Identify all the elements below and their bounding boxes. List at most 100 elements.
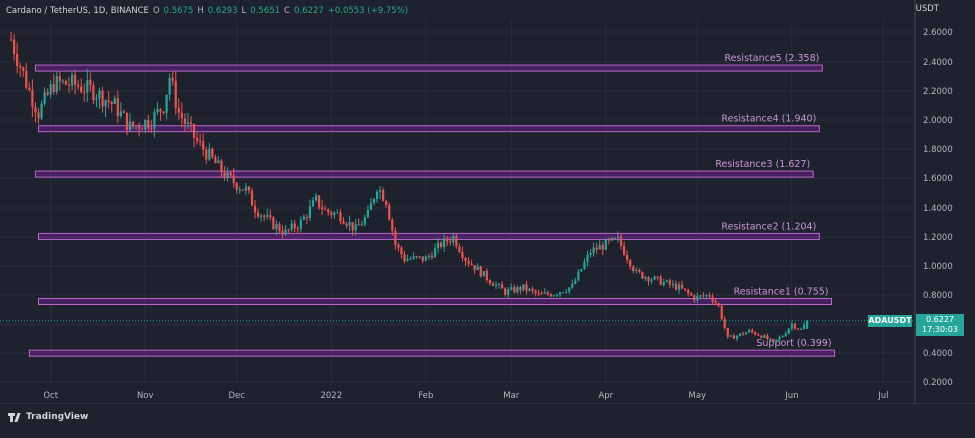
candle-body [406, 259, 409, 261]
candle-body [778, 337, 781, 340]
tradingview-logo[interactable]: TradingView [8, 412, 88, 422]
candle-body [357, 224, 360, 226]
candle-body [653, 276, 656, 280]
candle-body [754, 332, 757, 335]
candle-body [732, 335, 735, 339]
candle-body [647, 277, 650, 282]
candle-body [601, 245, 604, 250]
candle-body [458, 246, 461, 252]
y-tick-label: 1.2000 [923, 233, 953, 243]
candle-body [708, 295, 711, 297]
candle-body [549, 294, 552, 297]
candle-body [37, 112, 40, 119]
currency-label[interactable]: USDT [915, 4, 939, 14]
price-axis [915, 0, 975, 404]
candle-body [443, 238, 446, 247]
candle-body [775, 339, 778, 342]
candle-body [211, 148, 214, 158]
candle-body [177, 107, 180, 113]
y-tick-label: 2.2000 [923, 87, 953, 97]
candle-body [156, 108, 159, 113]
candle-body [619, 236, 623, 246]
zone-rect [38, 298, 832, 306]
candle-body [125, 112, 129, 131]
candle-body [717, 303, 720, 306]
candle-body [790, 323, 793, 329]
candle-body [58, 76, 61, 82]
zone-label: Resistance4 (1.940) [721, 114, 816, 125]
candle-body [784, 333, 787, 337]
candle-body [217, 160, 220, 164]
candle-body [711, 296, 714, 302]
candle-body [110, 102, 113, 104]
candle-body [516, 287, 519, 293]
candle-body [565, 291, 568, 293]
change-value: +0.0553 (+9.75%) [327, 6, 409, 16]
candle-body [684, 288, 687, 290]
candle-body [31, 89, 34, 107]
candle-body [98, 90, 101, 99]
candle-body [488, 279, 491, 284]
candle-body [467, 261, 470, 264]
candle-body [16, 53, 19, 67]
candle-body [379, 190, 382, 192]
symbol-title[interactable]: Cardano / TetherUS, 1D, BINANCE [6, 6, 149, 16]
open-label: O [152, 6, 160, 16]
candle-body [671, 283, 674, 285]
candle-body [89, 79, 92, 86]
candle-body [522, 284, 525, 291]
zone-label: Resistance2 (1.204) [721, 221, 816, 232]
x-tick-label: Feb [418, 391, 433, 401]
candle-body [199, 140, 202, 142]
candle-body [436, 242, 440, 249]
candle-body [763, 335, 766, 338]
candle-body [138, 125, 141, 129]
zone-label: Resistance3 (1.627) [715, 159, 810, 170]
candle-body [375, 191, 379, 199]
candle-body [388, 205, 391, 220]
candle-body [141, 128, 144, 130]
candle-body [235, 183, 238, 190]
candle-body [324, 209, 327, 211]
candle-body [369, 203, 373, 210]
last-price-badge: 0.6227 17:30:03 [916, 313, 964, 336]
candle-body [299, 219, 302, 229]
candle-body [104, 100, 107, 107]
y-tick-label: 2.4000 [923, 58, 953, 68]
candle-body [171, 77, 174, 81]
candle-body [287, 229, 290, 231]
candle-body [351, 222, 354, 231]
candle-body [799, 329, 803, 331]
candle-body [192, 123, 196, 138]
candle-body [253, 205, 257, 213]
candle-body [562, 292, 565, 294]
candle-body [613, 237, 617, 239]
candle-body [214, 157, 217, 164]
candle-body [266, 215, 269, 217]
y-tick-label: 0.4000 [923, 349, 953, 359]
candle-body [656, 276, 659, 278]
zone-rect [28, 349, 836, 357]
candle-body [470, 263, 473, 266]
candle-body [168, 77, 171, 95]
candle-body [223, 172, 226, 179]
candle-body [180, 112, 183, 119]
candle-body [308, 206, 312, 219]
x-tick-label: Dec [229, 391, 246, 401]
candle-body [412, 256, 415, 259]
candle-body [741, 333, 745, 335]
candle-body [738, 333, 742, 336]
candle-body [674, 283, 678, 290]
candle-body [107, 100, 110, 103]
candle-body [22, 67, 25, 71]
candle-body [74, 74, 77, 85]
candle-body [339, 212, 342, 222]
candle-body [83, 91, 86, 93]
candle-body [34, 106, 37, 113]
y-tick-label: 2.6000 [923, 28, 953, 38]
candle-body [305, 216, 308, 219]
candle-body [86, 79, 89, 93]
candle-body [586, 254, 589, 262]
